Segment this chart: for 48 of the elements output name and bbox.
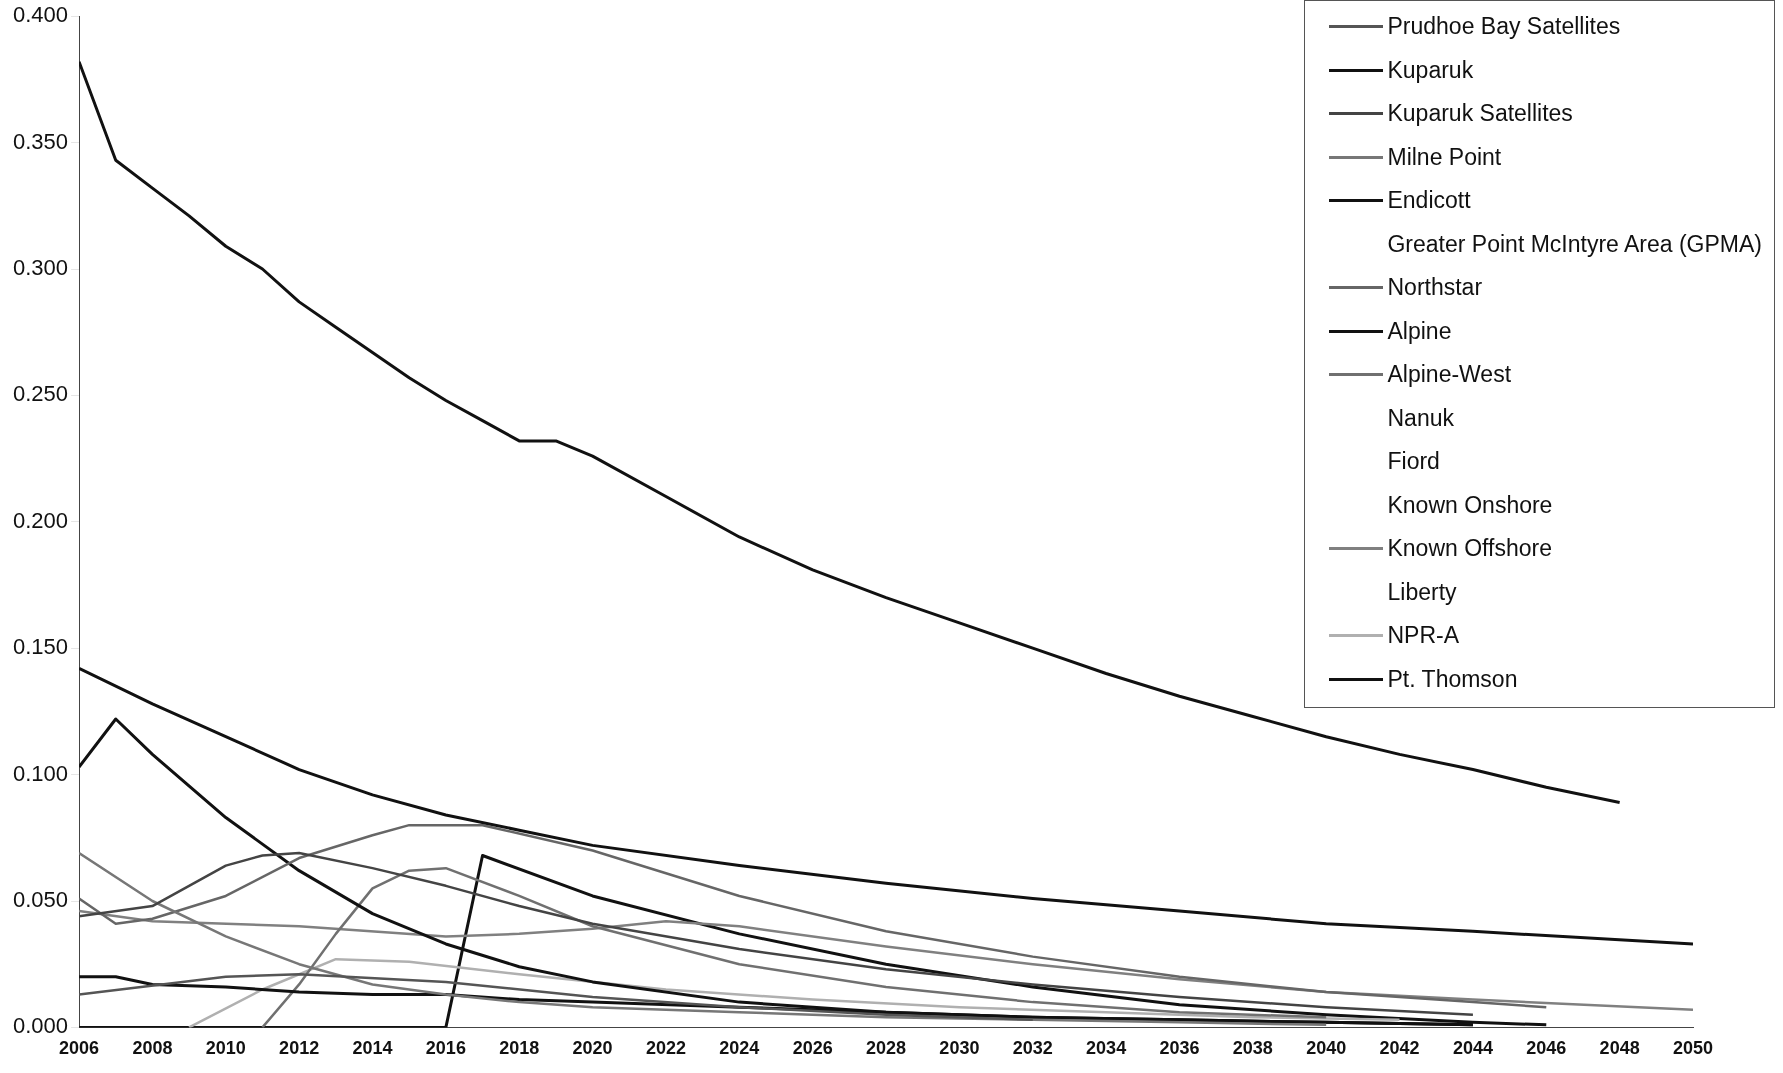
x-tick-label: 2034 [1086, 1038, 1127, 1059]
legend-label: Milne Point [1387, 143, 1502, 171]
legend-label: Kuparuk [1387, 56, 1474, 84]
text: Known Onshore [1387, 491, 1553, 519]
legend-label: NPR-A [1387, 622, 1460, 650]
x-tick-label: 2048 [1599, 1038, 1640, 1059]
legend-label: Alpine [1387, 317, 1452, 345]
x-tick-label: 2042 [1379, 1038, 1420, 1059]
legend-label: Northstar [1387, 274, 1483, 302]
x-tick-label: 2038 [1232, 1038, 1273, 1059]
x-tick-label: 2008 [132, 1038, 173, 1059]
x-tick-label: 2020 [572, 1038, 613, 1059]
y-tick-label: 0.050 [12, 887, 69, 913]
x-tick-label: 2046 [1526, 1038, 1567, 1059]
x-tick-label: 2018 [499, 1038, 540, 1059]
y-tick-label: 0.150 [12, 634, 69, 660]
y-tick-label: 0.000 [12, 1013, 69, 1039]
legend-label: Pt. Thomson [1387, 665, 1518, 693]
text: Liberty [1387, 578, 1457, 606]
text: Fiord [1387, 448, 1440, 476]
legend-label: Endicott [1387, 187, 1471, 215]
text: Nanuk [1387, 404, 1454, 432]
legend-label: Prudhoe Bay Satellites [1387, 13, 1621, 41]
x-tick-label: 2040 [1306, 1038, 1347, 1059]
x-tick-label: 2022 [645, 1038, 686, 1059]
x-tick-label: 2028 [866, 1038, 907, 1059]
y-tick-label: 0.350 [12, 128, 69, 154]
x-tick-label: 2036 [1159, 1038, 1200, 1059]
x-tick-label: 2026 [792, 1038, 833, 1059]
x-tick-label: 2016 [425, 1038, 466, 1059]
y-tick-label: 0.400 [12, 2, 69, 28]
y-tick-label: 0.200 [12, 507, 69, 533]
legend-label: Known Offshore [1387, 535, 1552, 563]
legend-label: Kuparuk Satellites [1387, 100, 1573, 128]
x-tick-label: 2032 [1012, 1038, 1053, 1059]
x-tick-label: 2006 [59, 1038, 100, 1059]
x-tick-label: 2010 [205, 1038, 246, 1059]
x-tick-label: 2030 [939, 1038, 980, 1059]
x-tick-label: 2014 [352, 1038, 393, 1059]
x-tick-label: 2044 [1452, 1038, 1493, 1059]
x-tick-label: 2050 [1672, 1038, 1714, 1059]
y-tick-label: 0.100 [12, 760, 69, 786]
x-tick-label: 2012 [279, 1038, 320, 1059]
x-tick-label: 2024 [719, 1038, 760, 1059]
y-tick-label: 0.300 [12, 255, 69, 281]
legend-label: Alpine-West [1387, 361, 1512, 389]
text: Greater Point McIntyre Area (GPMA) [1387, 230, 1762, 258]
y-tick-label: 0.250 [12, 381, 69, 407]
